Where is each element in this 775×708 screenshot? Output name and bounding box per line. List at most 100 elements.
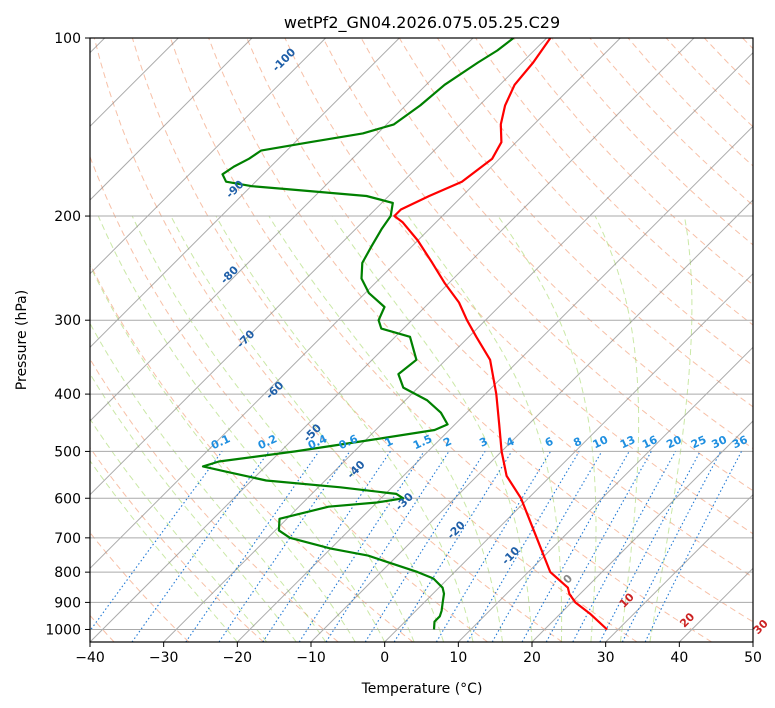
dry-adiabat <box>322 38 753 492</box>
x-tick-label: 10 <box>449 650 467 666</box>
moist-adiabat <box>90 418 268 642</box>
mixing-ratio-label: 0.2 <box>256 432 279 452</box>
moist-adiabat <box>407 215 563 642</box>
dry-adiabat <box>475 38 753 326</box>
dry-adiabat <box>246 38 753 578</box>
dry-adiabat-label: -60 <box>263 378 286 401</box>
moist-adiabat <box>90 459 238 642</box>
isotherm <box>752 641 753 642</box>
dry-adiabat <box>131 38 638 642</box>
temperature-profile <box>393 38 608 631</box>
x-tick-label: −20 <box>223 650 253 666</box>
isotherm <box>678 567 753 642</box>
isotherm <box>605 493 753 642</box>
x-tick-label: 0 <box>380 650 389 666</box>
mixing-ratio-line <box>325 451 450 642</box>
dry-adiabat <box>170 38 712 642</box>
mixing-ratio-label: 8 <box>571 435 583 450</box>
mixing-ratio-label: 20 <box>664 433 684 451</box>
mixing-ratio-label: 0.1 <box>209 432 232 452</box>
mixing-ratio-line <box>218 451 351 642</box>
isotherm <box>163 51 753 642</box>
mixing-ratio-label: 10 <box>591 433 611 451</box>
dewpoint-profile <box>201 38 515 630</box>
mixing-ratio-label: 2 <box>441 435 453 450</box>
mixing-ratio-line <box>644 451 742 642</box>
y-tick-label: 300 <box>54 313 81 329</box>
dry-adiabat-label: 10 <box>617 590 637 610</box>
dry-adiabat <box>90 262 414 642</box>
moist-adiabat <box>215 215 474 642</box>
dry-adiabat-label: -10 <box>499 544 522 567</box>
dry-adiabat-label: 30 <box>751 617 771 637</box>
y-tick-label: 1000 <box>45 622 81 638</box>
mixing-ratio-line <box>262 451 391 642</box>
y-tick-label: 700 <box>54 531 81 547</box>
dry-adiabat <box>436 38 753 367</box>
y-axis-title: Pressure (hPa) <box>14 290 30 390</box>
mixing-ratio-line <box>545 451 652 642</box>
moist-adiabat <box>90 372 297 642</box>
isotherm <box>531 420 753 642</box>
dry-adiabat <box>208 38 753 623</box>
mixing-ratio-line <box>185 451 320 642</box>
mixing-ratio-line <box>131 451 270 642</box>
dry-adiabat <box>551 38 753 246</box>
x-tick-label: −40 <box>75 650 105 666</box>
x-tick-label: 40 <box>670 650 688 666</box>
isotherm <box>90 38 695 642</box>
y-tick-label: 500 <box>54 444 81 460</box>
dry-adiabat-label: -80 <box>218 263 241 286</box>
dry-adiabat <box>90 155 488 642</box>
moist-adiabat <box>268 215 503 642</box>
chart-title: wetPf2_GN04.2026.075.05.25.C29 <box>284 13 560 33</box>
mixing-ratio-line <box>572 451 676 642</box>
dry-adiabat <box>703 38 753 89</box>
mixing-ratio-label: 6 <box>543 435 556 450</box>
mixing-ratio-label: 30 <box>710 433 730 451</box>
dry-adiabat <box>665 38 753 128</box>
moist-adiabat <box>90 322 327 642</box>
y-tick-label: 100 <box>54 31 81 47</box>
x-tick-label: 30 <box>597 650 615 666</box>
profile-lines <box>201 38 608 631</box>
dry-adiabat <box>93 38 563 642</box>
moist-adiabat <box>649 215 693 642</box>
isotherm <box>457 346 753 642</box>
y-tick-label: 400 <box>54 387 81 403</box>
dry-adiabat <box>90 446 264 642</box>
mixing-ratio-line <box>90 451 223 632</box>
y-tick-label: 900 <box>54 595 81 611</box>
x-tick-label: −10 <box>296 650 326 666</box>
mixing-ratio-line <box>298 451 425 642</box>
mixing-ratio-label: 16 <box>640 433 660 451</box>
mixing-ratio-line <box>393 451 513 642</box>
dry-adiabat <box>284 38 753 535</box>
isotherm <box>90 38 474 422</box>
x-tick-label: −30 <box>149 650 179 666</box>
isotherm <box>90 38 621 570</box>
y-tick-label: 800 <box>54 565 81 581</box>
moist-adiabat <box>97 215 386 642</box>
isotherm <box>90 38 400 349</box>
moist-adiabat <box>131 215 415 642</box>
mixing-ratio-line <box>621 451 722 642</box>
axes: −40 −30 −20 −10 0 10 20 30 40 50 1000 900 800 700 600 5… <box>45 31 762 666</box>
mixing-ratio-label: 36 <box>730 433 750 451</box>
y-tick-label: 600 <box>54 491 81 507</box>
isotherm <box>90 38 327 275</box>
dry-adiabat <box>513 38 753 286</box>
isotherm <box>90 38 548 496</box>
moist-adiabat <box>594 215 640 642</box>
isotherm <box>384 272 753 642</box>
x-axis-title: Temperature (°C) <box>361 681 483 697</box>
isotherm <box>90 38 253 201</box>
dry-adiabat-label: -40 <box>344 458 367 481</box>
plot-frame <box>89 37 754 643</box>
moist-adiabat <box>90 264 356 642</box>
x-tick-label: 50 <box>744 650 762 666</box>
mixing-ratio-label: 13 <box>618 433 637 451</box>
isotherm <box>236 125 753 642</box>
